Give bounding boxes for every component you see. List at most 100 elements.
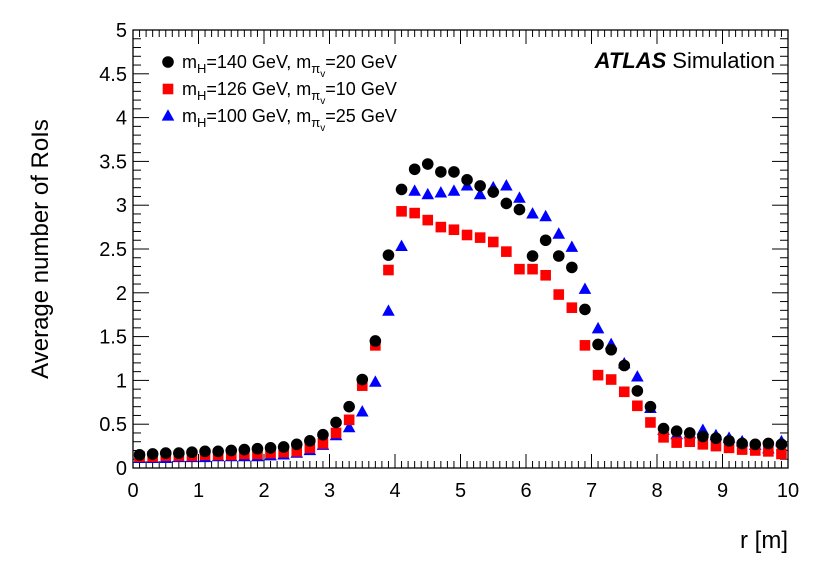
data-point-square — [749, 445, 761, 456]
data-point-square — [487, 236, 499, 248]
x-tick-label: 4 — [389, 480, 400, 502]
data-point-triangle — [395, 239, 408, 251]
data-point-square — [409, 207, 420, 219]
legend-entry-label: mH=126 GeV, mπv=10 GeV — [182, 79, 397, 107]
data-point-circle — [500, 197, 513, 210]
data-point-circle — [212, 445, 224, 458]
data-point-square — [474, 232, 486, 243]
legend-label-part: m — [182, 52, 197, 72]
data-point-triangle — [369, 375, 382, 387]
legend-entry-label: mH=140 GeV, mπv=20 GeV — [182, 52, 397, 80]
data-point-circle — [566, 261, 578, 274]
ticks-layer — [132, 29, 789, 469]
data-point-square — [356, 380, 368, 391]
legend-label-part: v — [320, 96, 325, 107]
data-point-triangle — [434, 186, 448, 198]
data-point-square — [645, 417, 656, 428]
data-point-triangle — [578, 282, 592, 294]
data-point-triangle — [552, 227, 566, 239]
data-point-triangle — [382, 304, 395, 316]
legend-label-part: H — [197, 115, 206, 130]
data-point-circle — [670, 425, 683, 438]
data-point-circle — [474, 180, 486, 192]
y-tick-label: 4.5 — [99, 64, 127, 86]
y-tick-label: 1 — [116, 370, 127, 392]
x-tick-label: 10 — [777, 480, 799, 502]
data-point-square — [658, 432, 669, 443]
data-point-square — [540, 269, 551, 281]
data-point-circle — [605, 343, 617, 356]
legend-label-part: π — [311, 61, 320, 76]
legend-entry-label: mH=100 GeV, mπv=25 GeV — [182, 106, 397, 134]
data-point-circle — [199, 445, 211, 458]
data-point-circle — [251, 442, 264, 455]
data-point-circle — [683, 427, 696, 439]
data-point-triangle — [539, 209, 552, 222]
data-point-triangle — [447, 184, 461, 196]
data-point-square — [763, 446, 774, 457]
legend-label-part: v — [320, 123, 325, 134]
legend-label-part: =20 GeV — [325, 52, 397, 72]
data-point-square — [422, 214, 434, 226]
data-point-triangle — [473, 187, 487, 200]
x-tick-label: 2 — [258, 480, 269, 502]
data-point-square — [723, 442, 735, 454]
data-point-triangle — [355, 405, 369, 417]
data-point-circle — [173, 447, 185, 459]
data-point-circle — [618, 359, 631, 372]
y-tick-label: 0.5 — [99, 414, 127, 436]
legend-label-part: v — [320, 69, 325, 80]
data-point-square — [632, 400, 643, 412]
data-point-square — [671, 437, 682, 448]
legend-label-part: =140 GeV, m — [206, 52, 311, 72]
data-point-square — [291, 446, 303, 457]
data-point-square — [605, 374, 617, 385]
data-point-square — [736, 444, 748, 455]
data-point-circle — [186, 446, 198, 459]
data-point-square — [501, 246, 512, 257]
data-point-triangle — [421, 187, 435, 200]
data-point-circle — [330, 416, 342, 429]
data-point-triangle — [565, 240, 579, 252]
legend-marker-circle — [162, 56, 174, 68]
data-point-circle — [526, 250, 539, 262]
legend-label-part: m — [182, 106, 197, 126]
data-point-square — [776, 448, 787, 460]
legend-label-part: =126 GeV, m — [206, 79, 311, 99]
legend-label-part: m — [182, 79, 197, 99]
x-tick-label: 8 — [651, 480, 662, 502]
data-point-triangle — [408, 184, 421, 196]
legend-label-part: =100 GeV, m — [206, 106, 311, 126]
data-point-square — [383, 264, 394, 276]
data-point-circle — [146, 448, 159, 460]
data-point-circle — [290, 438, 303, 451]
data-point-square — [396, 206, 407, 217]
data-point-square — [435, 221, 447, 233]
x-tick-label: 1 — [193, 480, 204, 502]
data-point-square — [684, 436, 696, 448]
x-tick-label: 9 — [717, 480, 728, 502]
data-point-square — [527, 263, 538, 275]
y-tick-label: 2 — [116, 283, 127, 305]
data-point-circle — [657, 422, 670, 435]
x-tick-label: 0 — [127, 480, 138, 502]
y-tick-label: 3 — [116, 195, 127, 217]
x-axis-title: r [m] — [740, 527, 788, 554]
data-point-circle — [513, 203, 526, 216]
data-point-square — [566, 302, 578, 313]
legend-marker-triangle — [161, 109, 175, 121]
y-tick-label: 3.5 — [99, 151, 127, 173]
y-tick-label: 4 — [116, 108, 127, 130]
data-point-circle — [133, 449, 146, 461]
data-point-square — [448, 224, 460, 236]
legend-label-part: π — [311, 115, 320, 130]
data-point-circle — [264, 442, 277, 454]
data-point-circle — [304, 435, 316, 447]
data-point-square — [514, 263, 525, 275]
data-point-circle — [710, 432, 722, 445]
legend-label-part: =25 GeV — [325, 106, 397, 126]
data-point-circle — [749, 438, 762, 451]
data-point-circle — [421, 158, 434, 170]
data-point-square — [343, 414, 355, 426]
